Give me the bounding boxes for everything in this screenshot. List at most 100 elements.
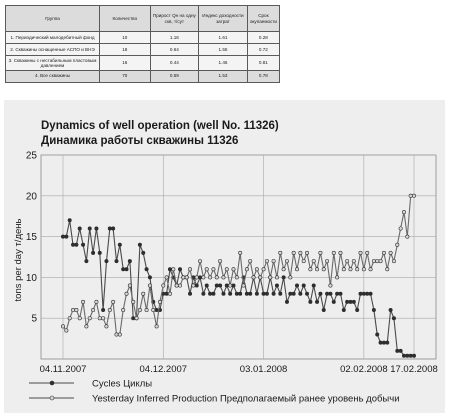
x-tick-label: 03.01.2008 [240,364,288,375]
cycles-data-point [114,259,119,264]
inferred-production-data-point [378,259,383,264]
table-cell: 1.55 [198,43,248,56]
summary-table-body: 1. Периодический малодебитный фонд 10 1.… [5,31,281,83]
cycles-data-point [401,353,406,358]
inferred-production-data-point [368,267,373,272]
cycles-data-point [178,267,183,272]
cycles-data-point [294,283,299,288]
inferred-production-data-point [254,267,259,272]
inferred-production-data-point [154,324,159,329]
inferred-production-data-point [64,328,69,333]
cycles-data-point [248,291,253,296]
inferred-production-data-point [188,267,193,272]
cycles-data-point [71,242,76,247]
cycles-data-point [94,226,99,231]
cycles-data-point [328,291,333,296]
inferred-production-data-point [151,308,156,313]
inferred-production-data-point [121,308,126,313]
cycles-data-point [254,291,259,296]
cycles-data-point [368,291,373,296]
inferred-production-data-point [358,250,363,255]
inferred-production-data-point [84,324,89,329]
inferred-production-data-point [385,267,390,272]
inferred-production-data-point [124,291,129,296]
inferred-production-data-point [345,259,350,264]
inferred-production-data-point [198,259,203,264]
inferred-production-data-point [274,275,279,280]
inferred-production-data-point [204,267,209,272]
inferred-production-data-point [388,250,393,255]
cycles-data-point [361,291,366,296]
cycles-data-point [107,226,112,231]
inferred-production-data-point [241,283,246,288]
inferred-production-data-point [234,275,239,280]
col-header-profitability-index: Индекс доходности затрат [198,5,248,32]
col-header-group: Группа [5,5,100,32]
inferred-production-data-point [278,250,283,255]
data-series [60,193,416,358]
cycles-data-point [318,291,323,296]
cycles-data-point [355,308,360,313]
y-tick-label: 10 [26,273,38,284]
inferred-production-data-point [71,308,76,313]
cycles-data-point [391,316,396,321]
cycles-data-point [331,299,336,304]
inferred-production-data-point [351,259,356,264]
table-cell: 1.61 [198,31,248,44]
table-cell: 2. Скважины оснащенные АСПО и ВНЭ [5,43,100,56]
table-cell: 16 [98,55,151,71]
cycles-data-point [111,226,116,231]
inferred-production-data-point [117,332,122,337]
table-cell: 10 [98,31,151,44]
cycles-data-point [365,291,370,296]
inferred-production-data-point [338,250,343,255]
cycles-data-point [308,299,313,304]
cycles-data-point [288,291,293,296]
table-cell: 18 [98,43,151,56]
chart-subtitle: Динамика работы скважины 11326 [41,135,238,147]
table-cell: 1.46 [198,55,248,71]
inferred-production-data-point [201,275,206,280]
cycles-data-point [141,250,146,255]
table-cell: 4. Все скважины [5,69,100,83]
cycles-data-point [117,242,122,247]
inferred-production-data-point [127,283,132,288]
cycles-data-point [335,291,340,296]
inferred-production-data-point [271,259,276,264]
inferred-production-data-point [104,324,109,329]
y-axis-ticks: 5 10 15 20 25 [26,151,38,325]
cycles-data-point [201,291,206,296]
cycles-data-point [325,291,330,296]
inferred-production-data-point [131,299,136,304]
cycles-data-point [261,291,266,296]
inferred-production-data-point [325,259,330,264]
chart-panel: Dynamics of well operation (well No. 113… [4,100,445,413]
cycles-data-point [91,250,96,255]
cycles-data-point [284,299,289,304]
inferred-production-data-point [355,267,360,272]
inferred-production-data-point [134,316,139,321]
inferred-production-data-point [375,259,380,264]
cycles-data-point [224,283,229,288]
cycles-data-point [221,291,226,296]
cycles-data-point [305,291,310,296]
inferred-production-data-point [328,283,333,288]
cycles-data-point [87,226,92,231]
cycles-data-point [371,308,376,313]
table-cell: 0.72 [246,43,281,56]
table-row: 1. Периодический малодебитный фонд 10 1.… [5,31,281,44]
col-header-growth: Прирост Qн на одну скв, т/сут [149,5,200,32]
cycles-data-point [244,291,249,296]
inferred-production-data-point [308,267,313,272]
cycles-data-point [271,291,276,296]
summary-table: Группа Количество Прирост Qн на одну скв… [5,5,281,83]
cycles-data-point [238,291,243,296]
inferred-production-data-point [208,275,213,280]
inferred-production-data-point [94,299,99,304]
cycles-data-point [67,218,72,223]
inferred-production-data-point [311,259,316,264]
cycles-data-point [81,242,86,247]
cycles-data-point [278,291,283,296]
inferred-production-data-point [298,250,303,255]
inferred-production-data-point [348,267,353,272]
